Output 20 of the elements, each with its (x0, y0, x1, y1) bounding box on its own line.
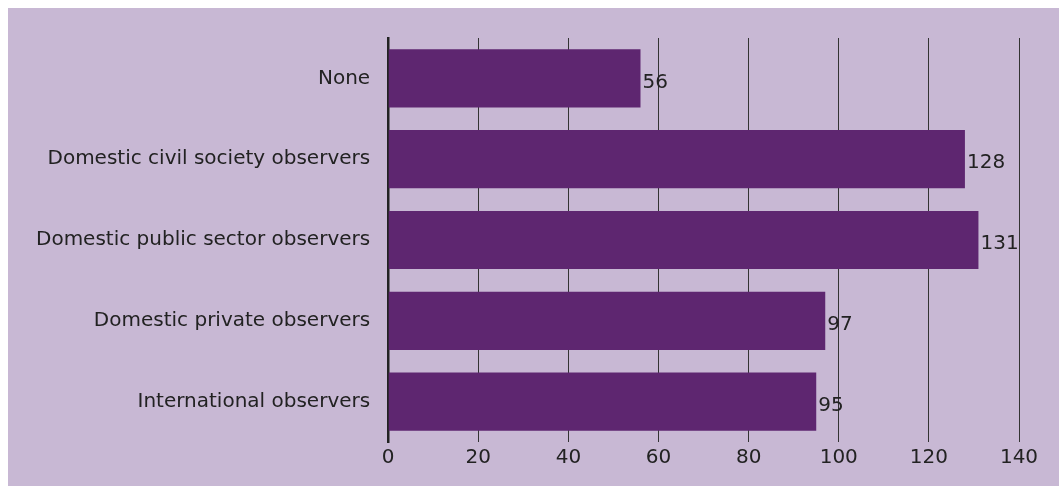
y-tick-label: Domestic private observers (93, 307, 371, 331)
data-label: 128 (966, 149, 1006, 174)
x-tick-label: 20 (465, 444, 492, 469)
x-tick-label: 40 (555, 444, 582, 469)
x-tick-label: 0 (381, 444, 395, 469)
x-tick-label: 100 (819, 444, 858, 469)
data-label: 131 (980, 230, 1019, 255)
y-tick-label: Domestic civil society observers (47, 145, 371, 170)
y-tick-label: International observers (137, 387, 371, 412)
x-tick-label: 140 (999, 444, 1039, 469)
bar (388, 372, 817, 431)
x-tick-label: 80 (735, 444, 762, 469)
bar (388, 130, 965, 189)
y-tick-label: Domestic public sector observers (36, 226, 371, 251)
bar (388, 210, 979, 270)
y-tick-label: None (317, 64, 371, 89)
bar (388, 49, 641, 108)
bar (388, 291, 826, 350)
x-tick-label: 120 (909, 444, 948, 469)
x-tick-label: 60 (645, 444, 672, 469)
